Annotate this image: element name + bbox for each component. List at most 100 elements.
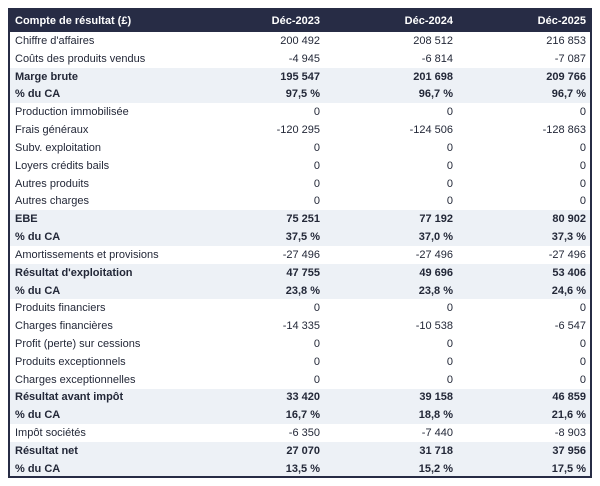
- row-value: 0: [446, 195, 453, 208]
- row-value: 37,3 %: [551, 231, 586, 244]
- row-value: 80 902: [552, 213, 586, 226]
- row-value: 16,7 %: [285, 409, 320, 422]
- row-label: Produits financiers: [15, 302, 106, 315]
- row-label: Produits exceptionnels: [15, 355, 126, 368]
- row-value: 0: [313, 355, 320, 368]
- row-value: -14 335: [282, 320, 320, 333]
- row-label: Loyers crédits bails: [15, 159, 110, 172]
- row-value: 23,8 %: [285, 284, 320, 297]
- row-value: 75 251: [286, 213, 320, 226]
- row-value: 97,5 %: [285, 88, 320, 101]
- row-label: Coûts des produits vendus: [15, 52, 146, 65]
- row-value: 0: [313, 141, 320, 154]
- row-value: 13,5 %: [285, 462, 320, 475]
- row-label: Autres produits: [15, 177, 89, 190]
- row-value: 0: [446, 355, 453, 368]
- column-header-dec-2024: Déc-2024: [404, 15, 453, 27]
- row-value: 46 859: [552, 391, 586, 404]
- row-value: 37,0 %: [418, 231, 453, 244]
- row-label: Charges financières: [15, 320, 113, 333]
- table-row: Impôt sociétés -6 350 -7 440 -8 903: [10, 424, 590, 443]
- row-value: 27 070: [286, 444, 320, 457]
- table-row: Profit (perte) sur cessions 0 0 0: [10, 335, 590, 353]
- row-value: 24,6 %: [551, 284, 586, 297]
- table-row: Charges exceptionnelles 0 0 0: [10, 370, 590, 389]
- table-row: % du CA 37,5 % 37,0 % 37,3 %: [10, 228, 590, 246]
- table-row: Chiffre d'affaires 200 492 208 512 216 8…: [10, 32, 590, 50]
- table-row: % du CA 97,5 % 96,7 % 96,7 %: [10, 85, 590, 104]
- row-value: 0: [446, 141, 453, 154]
- table-row: Coûts des produits vendus -4 945 -6 814 …: [10, 49, 590, 68]
- row-label: Profit (perte) sur cessions: [15, 337, 141, 350]
- row-value: 49 696: [419, 266, 453, 279]
- row-value: 0: [446, 302, 453, 315]
- row-value: -128 863: [542, 124, 586, 137]
- row-label: Résultat net: [15, 444, 78, 457]
- row-value: 0: [579, 355, 586, 368]
- row-value: 0: [579, 302, 586, 315]
- row-value: 0: [446, 177, 453, 190]
- row-value: 37,5 %: [285, 231, 320, 244]
- row-value: -8 903: [554, 427, 586, 440]
- row-value: 0: [579, 159, 586, 172]
- row-value: -27 496: [548, 248, 586, 261]
- row-value: -4 945: [288, 52, 320, 65]
- row-value: 47 755: [286, 266, 320, 279]
- row-value: 23,8 %: [418, 284, 453, 297]
- row-value: 216 853: [546, 34, 586, 47]
- row-value: 0: [579, 337, 586, 350]
- row-value: 0: [313, 106, 320, 119]
- row-value: 209 766: [546, 70, 586, 83]
- row-value: 21,6 %: [551, 409, 586, 422]
- row-value: 39 158: [419, 391, 453, 404]
- row-label: % du CA: [15, 284, 61, 297]
- table-row: Production immobilisée 0 0 0: [10, 103, 590, 122]
- row-value: -27 496: [282, 248, 320, 261]
- row-value: 0: [446, 337, 453, 350]
- row-value: 0: [446, 373, 453, 386]
- row-value: 15,2 %: [418, 462, 453, 475]
- row-value: 17,5 %: [551, 462, 586, 475]
- row-label: Chiffre d'affaires: [15, 34, 95, 47]
- row-value: 31 718: [419, 444, 453, 457]
- table-header-row: Compte de résultat (£) Déc-2023 Déc-2024…: [10, 10, 590, 32]
- table-row: Frais généraux -120 295 -124 506 -128 86…: [10, 121, 590, 139]
- table-row: Autres charges 0 0 0: [10, 192, 590, 211]
- row-value: -6 814: [421, 52, 453, 65]
- row-label: Marge brute: [15, 70, 78, 83]
- row-label: Impôt sociétés: [15, 427, 86, 440]
- row-label: Résultat d'exploitation: [15, 266, 133, 279]
- row-label: Subv. exploitation: [15, 141, 102, 154]
- row-label: Résultat avant impôt: [15, 391, 124, 404]
- row-value: -10 538: [415, 320, 453, 333]
- row-value: 0: [579, 106, 586, 119]
- row-value: -6 547: [554, 320, 586, 333]
- table-row: Produits exceptionnels 0 0 0: [10, 352, 590, 371]
- row-value: 96,7 %: [418, 88, 453, 101]
- row-value: 195 547: [280, 70, 320, 83]
- row-value: -124 506: [409, 124, 453, 137]
- row-value: 208 512: [413, 34, 453, 47]
- row-value: 0: [446, 106, 453, 119]
- table-row: Autres produits 0 0 0: [10, 174, 590, 193]
- row-value: -7 440: [421, 427, 453, 440]
- table-row: Marge brute 195 547 201 698 209 766: [10, 67, 590, 86]
- row-value: 77 192: [419, 213, 453, 226]
- row-label: Frais généraux: [15, 124, 89, 137]
- table-row: % du CA 16,7 % 18,8 % 21,6 %: [10, 406, 590, 425]
- row-value: -27 496: [415, 248, 453, 261]
- table-row: Résultat avant impôt 33 420 39 158 46 85…: [10, 388, 590, 407]
- row-value: 0: [579, 141, 586, 154]
- table-row: Amortissements et provisions -27 496 -27…: [10, 245, 590, 264]
- row-value: 201 698: [413, 70, 453, 83]
- row-label: Charges exceptionnelles: [15, 373, 136, 386]
- row-value: -6 350: [288, 427, 320, 440]
- row-label: Production immobilisée: [15, 106, 129, 119]
- row-value: 53 406: [552, 266, 586, 279]
- table-row: Subv. exploitation 0 0 0: [10, 138, 590, 157]
- row-value: 0: [579, 373, 586, 386]
- row-label: % du CA: [15, 88, 61, 101]
- table-row: % du CA 13,5 % 15,2 % 17,5 %: [10, 459, 590, 476]
- table-row: Résultat net 27 070 31 718 37 956: [10, 442, 590, 460]
- table-row: Produits financiers 0 0 0: [10, 299, 590, 318]
